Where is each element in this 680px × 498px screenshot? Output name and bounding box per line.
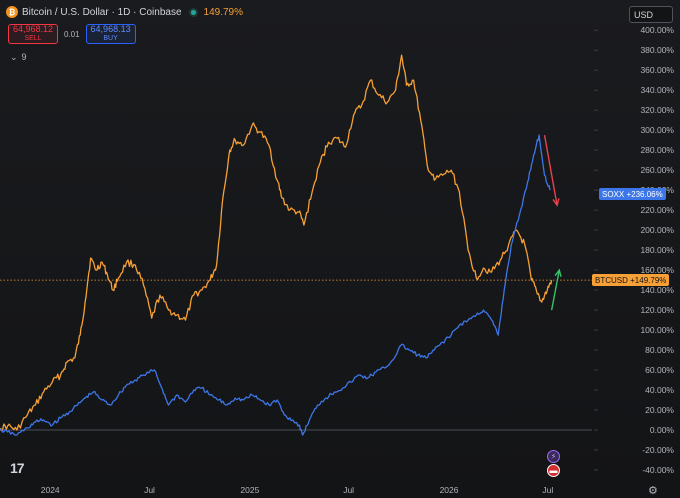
soxx-label-name: SOXX (602, 189, 625, 199)
indicator-count: 9 (21, 52, 27, 62)
x-tick-label: Jul (542, 485, 553, 495)
currency-select[interactable]: USD (629, 6, 673, 23)
y-tick-label: -40.00% (642, 465, 674, 475)
sell-price: 64,968.12 (12, 24, 54, 34)
tradingview-logo-icon[interactable]: 17 (10, 460, 25, 476)
symbol-title[interactable]: Bitcoin / U.S. Dollar · 1D · Coinbase (22, 6, 182, 18)
market-status-icon[interactable] (188, 7, 198, 17)
y-tick-label: 100.00% (640, 325, 674, 335)
buy-label: BUY (103, 35, 118, 42)
x-tick-label: 2025 (240, 485, 259, 495)
bitcoin-logo-icon: ₿ (6, 6, 18, 18)
lightning-icon[interactable]: ⚡ (547, 450, 560, 463)
y-tick-label: 280.00% (640, 145, 674, 155)
y-tick-label: 220.00% (640, 205, 674, 215)
x-tick-label: Jul (144, 485, 155, 495)
gear-icon[interactable]: ⚙ (648, 485, 658, 497)
indicators-toggle[interactable]: ⌄ 9 (10, 52, 27, 63)
y-tick-label: 140.00% (640, 285, 674, 295)
y-tick-label: 340.00% (640, 85, 674, 95)
x-tick-label: 2026 (440, 485, 459, 495)
us-flag-icon[interactable]: ▬ (547, 464, 560, 477)
soxx-series-line (0, 134, 551, 436)
trade-panel: 64,968.12 SELL 0.01 64,968.13 BUY (8, 24, 136, 44)
y-tick-label: 120.00% (640, 305, 674, 315)
chevron-down-icon: ⌄ (10, 52, 18, 62)
y-tick-label: 300.00% (640, 125, 674, 135)
x-tick-label: 2024 (41, 485, 60, 495)
y-tick-label: 60.00% (645, 365, 674, 375)
btc-price-label: BTCUSD +149.79% (592, 274, 670, 287)
y-tick-label: 20.00% (645, 405, 674, 415)
spread-value: 0.01 (64, 29, 80, 39)
down-trend-arrow-shaft (543, 135, 558, 206)
y-tick-label: 200.00% (640, 225, 674, 235)
y-tick-label: 380.00% (640, 45, 674, 55)
y-tick-label: -20.00% (642, 445, 674, 455)
buy-price: 64,968.13 (90, 24, 131, 34)
soxx-price-label: SOXX +236.06% (599, 188, 666, 201)
y-tick-label: 180.00% (640, 245, 674, 255)
sell-button[interactable]: 64,968.12 SELL (8, 24, 58, 44)
btc-series-line (0, 54, 553, 432)
y-tick-label: 360.00% (640, 65, 674, 75)
y-tick-label: 320.00% (640, 105, 674, 115)
y-tick-label: 0.00% (650, 425, 675, 435)
btc-label-value: +149.79% (630, 275, 667, 285)
up-trend-arrow-head (554, 268, 562, 278)
buy-button[interactable]: 64,968.13 BUY (85, 24, 136, 44)
up-trend-arrow-shaft (550, 269, 560, 311)
y-tick-label: 400.00% (640, 25, 674, 35)
x-tick-label: Jul (343, 485, 354, 495)
btc-label-name: BTCUSD (595, 275, 628, 285)
sell-label: SELL (24, 35, 42, 42)
down-trend-arrow-head (552, 198, 560, 207)
y-tick-label: 40.00% (645, 385, 674, 395)
y-tick-label: 80.00% (645, 345, 674, 355)
currency-value: USD (634, 9, 654, 20)
symbol-change: 149.79% (203, 6, 243, 18)
y-tick-label: 260.00% (640, 165, 674, 175)
y-tick-label: 160.00% (640, 265, 674, 275)
symbol-header: ₿ Bitcoin / U.S. Dollar · 1D · Coinbase … (6, 6, 243, 18)
soxx-label-value: +236.06% (626, 189, 663, 199)
